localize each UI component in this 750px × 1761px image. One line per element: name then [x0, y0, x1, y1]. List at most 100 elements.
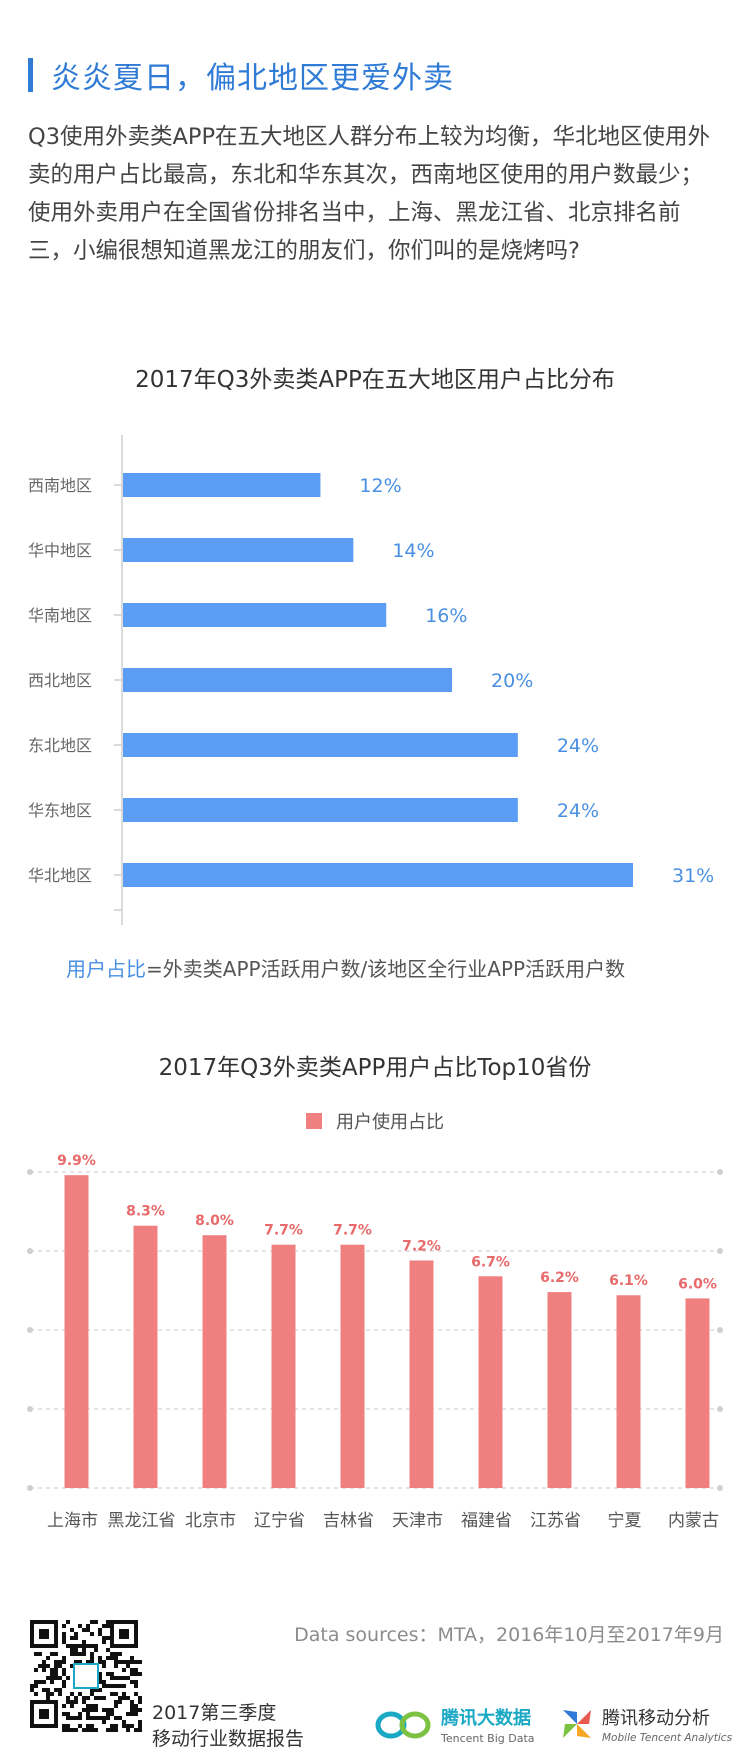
qr-module	[74, 1696, 78, 1700]
qr-module	[62, 1724, 66, 1728]
qr-module	[114, 1728, 118, 1732]
qr-module	[102, 1680, 106, 1684]
qr-module	[66, 1728, 70, 1732]
category-label: 华北地区	[28, 866, 92, 885]
qr-module	[82, 1644, 86, 1648]
qr-module	[74, 1648, 78, 1652]
qr-module	[78, 1712, 82, 1716]
qr-module	[106, 1656, 110, 1660]
qr-module	[62, 1680, 66, 1684]
bar	[123, 798, 518, 822]
qr-module	[102, 1636, 106, 1640]
qr-module	[98, 1660, 102, 1664]
qr-module	[90, 1644, 94, 1648]
footer: Data sources：MTA，2016年10月至2017年9月 2017第三…	[0, 1600, 750, 1761]
title-accent-bar	[28, 58, 33, 92]
qr-module	[94, 1696, 98, 1700]
qr-module	[114, 1664, 118, 1668]
qr-module	[30, 1684, 34, 1688]
qr-module	[78, 1624, 82, 1628]
value-label: 9.9%	[57, 1153, 96, 1169]
qr-module	[86, 1708, 90, 1712]
qr-module	[130, 1656, 134, 1660]
grid-endpoint	[27, 1248, 33, 1254]
qr-module	[126, 1728, 130, 1732]
qr-module	[78, 1716, 82, 1720]
qr-module	[74, 1716, 78, 1720]
qr-module	[90, 1688, 94, 1692]
qr-module	[130, 1712, 134, 1716]
qr-module	[70, 1700, 74, 1704]
qr-module	[114, 1684, 118, 1688]
qr-module	[106, 1716, 110, 1720]
section-title: 炎炎夏日，偏北地区更爱外卖	[51, 61, 454, 96]
qr-module	[86, 1704, 90, 1708]
bar	[123, 603, 387, 627]
qr-module	[110, 1672, 114, 1676]
bar	[133, 1225, 158, 1488]
grid-endpoint	[717, 1406, 723, 1412]
qr-module	[130, 1668, 134, 1672]
qr-module	[38, 1680, 42, 1684]
qr-module	[134, 1692, 138, 1696]
qr-module	[138, 1708, 142, 1712]
qr-module	[106, 1620, 110, 1624]
qr-module	[114, 1652, 118, 1656]
qr-module	[94, 1728, 98, 1732]
qr-code-icon	[30, 1620, 142, 1732]
qr-module	[94, 1620, 98, 1624]
qr-module	[66, 1724, 70, 1728]
value-label: 7.2%	[402, 1238, 441, 1254]
qr-module	[122, 1660, 126, 1664]
grid-endpoint	[717, 1248, 723, 1254]
qr-module	[122, 1668, 126, 1672]
qr-module	[90, 1656, 94, 1660]
qr-module	[134, 1728, 138, 1732]
category-label: 天津市	[392, 1511, 443, 1531]
grid-endpoint	[717, 1485, 723, 1491]
qr-module	[34, 1680, 38, 1684]
qr-module	[66, 1716, 70, 1720]
qr-module	[50, 1652, 54, 1656]
qr-module	[126, 1712, 130, 1716]
qr-module	[78, 1692, 82, 1696]
qr-module	[102, 1664, 106, 1668]
qr-module	[114, 1716, 118, 1720]
qr-module	[130, 1660, 134, 1664]
qr-module	[122, 1676, 126, 1680]
qr-module	[126, 1696, 130, 1700]
tencent-big-data-logo: 腾讯大数据 Tencent Big Data	[375, 1704, 535, 1745]
qr-module	[34, 1684, 38, 1688]
legend-label: 用户使用占比	[336, 1112, 444, 1133]
qr-finder	[30, 1620, 58, 1648]
qr-module	[62, 1712, 66, 1716]
qr-module	[86, 1696, 90, 1700]
qr-module	[74, 1700, 78, 1704]
qr-module	[78, 1660, 82, 1664]
value-label: 31%	[672, 865, 714, 887]
value-label: 6.1%	[609, 1273, 648, 1289]
qr-module	[106, 1648, 110, 1652]
qr-module	[46, 1696, 50, 1700]
data-sources: Data sources：MTA，2016年10月至2017年9月	[294, 1624, 724, 1646]
qr-module	[138, 1696, 142, 1700]
qr-module	[130, 1700, 134, 1704]
qr-module	[134, 1708, 138, 1712]
intro-text: Q3使用外卖类APP在五大地区人群分布上较为均衡，华北地区使用外卖的用户占比最高…	[28, 118, 723, 270]
bar	[340, 1244, 365, 1488]
report-title-line1: 2017第三季度	[152, 1702, 277, 1724]
value-label: 24%	[557, 800, 599, 822]
value-label: 8.3%	[126, 1204, 165, 1220]
category-label: 辽宁省	[254, 1511, 305, 1531]
qr-module	[106, 1708, 110, 1712]
qr-module	[46, 1664, 50, 1668]
value-label: 6.2%	[540, 1270, 579, 1286]
qr-module	[42, 1680, 46, 1684]
qr-module	[114, 1676, 118, 1680]
qr-module	[102, 1716, 106, 1720]
category-label: 内蒙古	[668, 1511, 719, 1531]
qr-module	[122, 1684, 126, 1688]
qr-module	[86, 1728, 90, 1732]
qr-module	[90, 1704, 94, 1708]
qr-module	[62, 1672, 66, 1676]
